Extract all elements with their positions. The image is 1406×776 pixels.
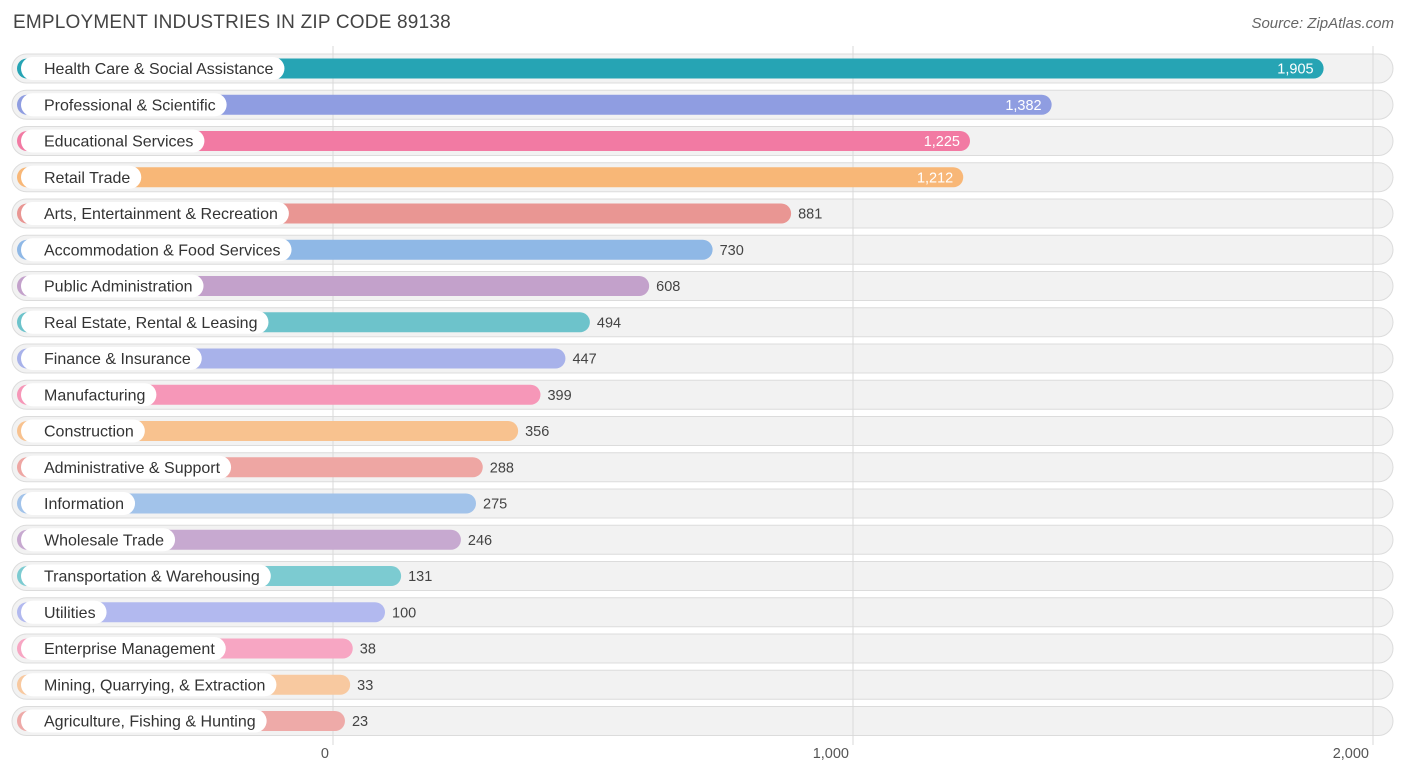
category-label-pill [21, 709, 267, 733]
value-label: 100 [392, 605, 416, 621]
category-label-pill [21, 637, 226, 660]
category-label: Administrative & Support [44, 460, 221, 477]
category-label: Utilities [44, 605, 96, 622]
category-label: Accommodation & Food Services [44, 242, 281, 259]
category-label-pill [21, 310, 269, 334]
category-label-pill [21, 238, 292, 262]
category-label-pill [21, 347, 202, 370]
value-label: 399 [547, 388, 571, 404]
category-label: Health Care & Social Assistance [44, 61, 274, 78]
x-tick-label: 0 [321, 746, 329, 762]
category-label-pill [21, 274, 204, 298]
bar[interactable] [17, 58, 1324, 79]
category-label: Professional & Scientific [44, 97, 216, 114]
category-label-pill [21, 165, 142, 189]
category-label-pill [21, 57, 285, 80]
category-label-pill [21, 528, 176, 552]
value-label: 356 [525, 424, 549, 440]
value-label: 730 [720, 243, 744, 259]
category-label-pill [21, 93, 227, 117]
value-label: 275 [483, 497, 507, 513]
bar[interactable] [17, 94, 1052, 115]
category-label: Mining, Quarrying, & Extraction [44, 677, 265, 694]
category-label-pill [21, 129, 205, 153]
category-label: Public Administration [44, 279, 193, 296]
category-label: Manufacturing [44, 387, 145, 404]
value-label: 1,905 [1277, 62, 1313, 78]
row-background [11, 669, 1394, 700]
category-label: Information [44, 496, 124, 513]
category-label-pill [21, 564, 271, 588]
category-label-pill [21, 600, 107, 624]
category-label: Arts, Entertainment & Recreation [44, 206, 278, 223]
value-label: 33 [357, 678, 373, 694]
category-label-pill [21, 383, 157, 407]
value-label: 608 [656, 279, 680, 295]
category-label-pill [21, 202, 289, 225]
category-label-pill [21, 455, 232, 479]
value-label: 23 [352, 714, 368, 730]
value-label: 288 [490, 460, 514, 476]
value-label: 131 [408, 569, 432, 585]
value-label: 494 [597, 315, 621, 331]
bar[interactable] [17, 131, 970, 151]
value-label: 246 [468, 533, 492, 549]
bar[interactable] [17, 602, 385, 623]
row-background [11, 706, 1394, 736]
category-label: Construction [44, 424, 134, 441]
category-label: Finance & Insurance [44, 351, 191, 368]
bar[interactable] [17, 167, 964, 188]
category-label-pill [21, 673, 277, 697]
category-label: Real Estate, Rental & Leasing [44, 315, 257, 332]
value-label: 1,212 [917, 170, 953, 186]
value-label: 881 [798, 207, 822, 223]
value-label: 447 [572, 352, 596, 368]
chart-source: Source: ZipAtlas.com [1251, 15, 1394, 32]
x-tick-label: 2,000 [1333, 746, 1369, 762]
value-label: 1,382 [1005, 98, 1041, 114]
category-label-pill [21, 492, 136, 515]
category-label: Agriculture, Fishing & Hunting [44, 714, 256, 731]
category-label: Retail Trade [44, 170, 130, 187]
category-label-pill [21, 419, 145, 443]
category-label: Transportation & Warehousing [44, 569, 260, 586]
row-background [11, 633, 1394, 664]
x-tick-label: 1,000 [813, 746, 849, 762]
chart-title: EMPLOYMENT INDUSTRIES IN ZIP CODE 89138 [13, 12, 451, 33]
category-label: Wholesale Trade [44, 532, 164, 549]
value-label: 38 [360, 642, 376, 658]
value-label: 1,225 [924, 134, 960, 150]
category-label: Enterprise Management [44, 641, 215, 658]
category-label: Educational Services [44, 134, 193, 151]
